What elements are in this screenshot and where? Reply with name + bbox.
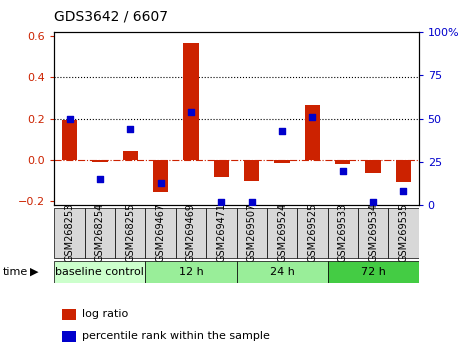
Text: GSM269533: GSM269533 [338, 203, 348, 262]
Bar [366, 160, 381, 173]
FancyBboxPatch shape [327, 207, 358, 258]
Point [218, 199, 225, 205]
FancyBboxPatch shape [115, 207, 145, 258]
Bar [153, 160, 168, 192]
Point [248, 199, 255, 205]
Text: log ratio: log ratio [82, 309, 128, 319]
Bar [335, 160, 350, 164]
Bar [274, 160, 289, 163]
FancyBboxPatch shape [176, 207, 206, 258]
Bar [214, 160, 229, 177]
Point [339, 168, 347, 173]
Text: 24 h: 24 h [270, 267, 295, 277]
Text: percentile rank within the sample: percentile rank within the sample [82, 331, 270, 341]
FancyBboxPatch shape [146, 261, 236, 282]
FancyBboxPatch shape [327, 261, 419, 282]
FancyBboxPatch shape [236, 207, 267, 258]
Text: time: time [2, 267, 27, 277]
FancyBboxPatch shape [358, 207, 388, 258]
FancyBboxPatch shape [145, 207, 176, 258]
Point [308, 114, 316, 120]
FancyBboxPatch shape [297, 207, 327, 258]
Point [157, 180, 165, 185]
Text: GSM268255: GSM268255 [125, 203, 135, 262]
Point [66, 116, 73, 121]
FancyBboxPatch shape [388, 207, 419, 258]
Text: GSM269534: GSM269534 [368, 203, 378, 262]
Bar [123, 150, 138, 160]
FancyBboxPatch shape [206, 207, 236, 258]
Text: GSM269471: GSM269471 [216, 203, 226, 262]
Text: GSM269469: GSM269469 [186, 203, 196, 262]
Text: 12 h: 12 h [179, 267, 203, 277]
Text: 72 h: 72 h [360, 267, 385, 277]
Bar [92, 160, 107, 162]
Text: GSM269525: GSM269525 [307, 203, 317, 262]
Point [400, 189, 407, 194]
Text: GSM269507: GSM269507 [247, 203, 257, 262]
Text: GSM268253: GSM268253 [65, 203, 75, 262]
Bar [184, 43, 199, 160]
FancyBboxPatch shape [54, 261, 146, 282]
FancyBboxPatch shape [54, 207, 85, 258]
Text: GSM269467: GSM269467 [156, 203, 166, 262]
Point [126, 126, 134, 132]
Bar [396, 160, 411, 182]
Bar [305, 105, 320, 160]
Point [96, 176, 104, 182]
Point [369, 199, 377, 205]
Text: GSM269535: GSM269535 [398, 203, 408, 262]
Point [187, 109, 195, 114]
Bar [61, 331, 76, 342]
Text: GSM269524: GSM269524 [277, 203, 287, 262]
FancyBboxPatch shape [236, 261, 327, 282]
FancyBboxPatch shape [267, 207, 297, 258]
Text: ▶: ▶ [30, 267, 38, 277]
Text: GSM268254: GSM268254 [95, 203, 105, 262]
Bar [61, 309, 76, 320]
Bar [244, 160, 259, 181]
Text: GDS3642 / 6607: GDS3642 / 6607 [54, 9, 168, 23]
Text: baseline control: baseline control [55, 267, 144, 277]
Point [278, 128, 286, 133]
Bar [62, 120, 77, 160]
FancyBboxPatch shape [85, 207, 115, 258]
